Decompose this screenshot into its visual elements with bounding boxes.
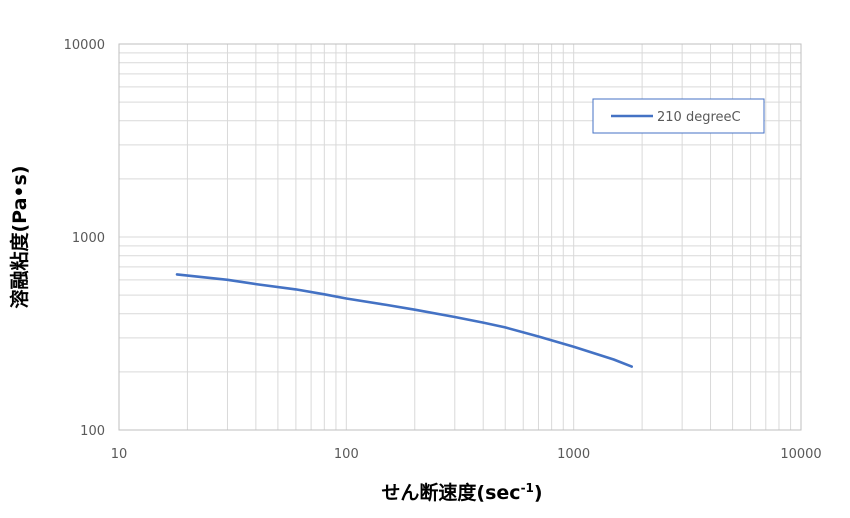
x-axis-title-superscript: -1 (521, 481, 534, 495)
x-axis-title-suffix: ) (534, 482, 543, 504)
y-axis-title: 溶融粘度(Pa•s) (8, 165, 31, 308)
y-tick-label: 10000 (64, 38, 105, 53)
grid-layer (118, 44, 801, 431)
y-tick-label: 1000 (72, 231, 105, 246)
x-tick-label: 100 (334, 447, 359, 462)
x-axis-ticks: 10 100 1000 10000 (111, 447, 822, 462)
series-layer (175, 273, 634, 368)
legend: 210 degreeC (592, 98, 765, 134)
y-axis-ticks: 100 1000 10000 (64, 38, 105, 439)
x-axis-title: せん断速度(sec-1) (381, 481, 542, 504)
y-tick-label: 100 (80, 424, 105, 439)
legend-label: 210 degreeC (657, 110, 741, 125)
x-tick-label: 1000 (557, 447, 590, 462)
x-tick-label: 10000 (780, 447, 821, 462)
series-line (175, 273, 634, 368)
plot-border (118, 43, 802, 431)
x-tick-label: 10 (111, 447, 128, 462)
